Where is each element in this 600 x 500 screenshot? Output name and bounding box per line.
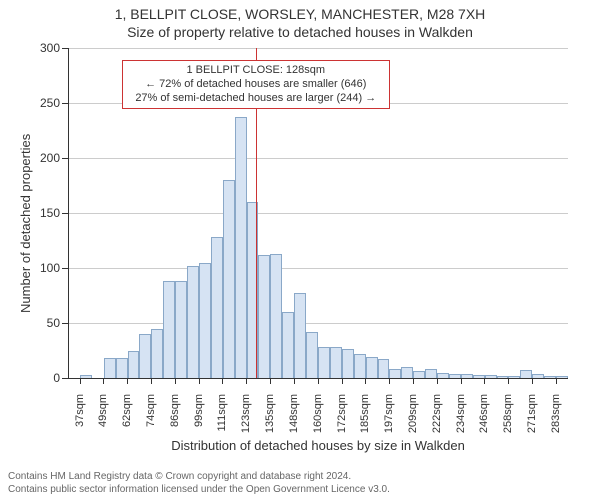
y-tick-label: 0 bbox=[53, 371, 60, 385]
x-tick-label: 86sqm bbox=[169, 394, 181, 444]
x-tick-mark bbox=[532, 378, 533, 384]
histogram-bar bbox=[104, 358, 116, 378]
histogram-bar bbox=[520, 370, 532, 378]
histogram-bar bbox=[413, 371, 425, 378]
histogram-bar bbox=[223, 180, 235, 378]
histogram-bar bbox=[116, 358, 128, 378]
x-tick-mark bbox=[246, 378, 247, 384]
histogram-bar bbox=[282, 312, 294, 378]
y-tick-label: 300 bbox=[40, 41, 60, 55]
gridline bbox=[68, 48, 568, 49]
x-tick-label: 258sqm bbox=[502, 394, 514, 444]
chart-title-line2: Size of property relative to detached ho… bbox=[0, 24, 600, 40]
plot-area: 05010015020025030037sqm49sqm62sqm74sqm86… bbox=[68, 48, 568, 378]
x-tick-label: 283sqm bbox=[550, 394, 562, 444]
x-tick-label: 99sqm bbox=[193, 394, 205, 444]
x-tick-label: 246sqm bbox=[478, 394, 490, 444]
histogram-bar bbox=[378, 359, 390, 378]
chart-container: 1, BELLPIT CLOSE, WORSLEY, MANCHESTER, M… bbox=[0, 0, 600, 500]
histogram-bar bbox=[128, 351, 140, 379]
x-tick-mark bbox=[103, 378, 104, 384]
histogram-bar bbox=[211, 237, 223, 378]
x-tick-label: 234sqm bbox=[455, 394, 467, 444]
x-tick-mark bbox=[175, 378, 176, 384]
histogram-bar bbox=[306, 332, 318, 378]
histogram-bar bbox=[318, 347, 330, 378]
gridline bbox=[68, 323, 568, 324]
histogram-bar bbox=[163, 281, 175, 378]
x-tick-label: 37sqm bbox=[74, 394, 86, 444]
x-tick-mark bbox=[437, 378, 438, 384]
gridline bbox=[68, 268, 568, 269]
histogram-bar bbox=[270, 254, 282, 378]
x-tick-label: 123sqm bbox=[240, 394, 252, 444]
x-tick-label: 135sqm bbox=[264, 394, 276, 444]
gridline bbox=[68, 213, 568, 214]
x-tick-label: 111sqm bbox=[216, 394, 228, 444]
x-tick-mark bbox=[80, 378, 81, 384]
x-tick-mark bbox=[127, 378, 128, 384]
histogram-bar bbox=[294, 293, 306, 378]
x-tick-label: 62sqm bbox=[121, 394, 133, 444]
y-axis-line bbox=[68, 48, 69, 378]
x-tick-label: 160sqm bbox=[312, 394, 324, 444]
x-tick-mark bbox=[365, 378, 366, 384]
x-tick-mark bbox=[294, 378, 295, 384]
histogram-bar bbox=[258, 255, 270, 378]
x-tick-mark bbox=[342, 378, 343, 384]
x-tick-mark bbox=[484, 378, 485, 384]
histogram-bar bbox=[175, 281, 187, 378]
x-tick-label: 197sqm bbox=[383, 394, 395, 444]
x-tick-mark bbox=[389, 378, 390, 384]
annotation-line: ← 72% of detached houses are smaller (64… bbox=[129, 78, 383, 92]
y-tick-label: 200 bbox=[40, 151, 60, 165]
attribution-line1: Contains HM Land Registry data © Crown c… bbox=[8, 471, 592, 484]
x-tick-mark bbox=[318, 378, 319, 384]
y-tick-label: 50 bbox=[47, 316, 60, 330]
histogram-bar bbox=[199, 263, 211, 379]
x-axis-label: Distribution of detached houses by size … bbox=[68, 438, 568, 453]
histogram-bar bbox=[342, 349, 354, 378]
x-tick-mark bbox=[199, 378, 200, 384]
histogram-bar bbox=[389, 369, 401, 378]
histogram-bar bbox=[366, 357, 378, 378]
histogram-bar bbox=[151, 329, 163, 379]
x-tick-label: 222sqm bbox=[431, 394, 443, 444]
x-tick-label: 74sqm bbox=[145, 394, 157, 444]
annotation-line: 1 BELLPIT CLOSE: 128sqm bbox=[129, 64, 383, 78]
annotation-box: 1 BELLPIT CLOSE: 128sqm← 72% of detached… bbox=[122, 60, 390, 109]
x-tick-label: 185sqm bbox=[359, 394, 371, 444]
chart-title-line1: 1, BELLPIT CLOSE, WORSLEY, MANCHESTER, M… bbox=[0, 6, 600, 22]
attribution-line2: Contains public sector information licen… bbox=[8, 484, 592, 497]
x-tick-label: 209sqm bbox=[407, 394, 419, 444]
y-tick-label: 150 bbox=[40, 206, 60, 220]
y-tick-label: 100 bbox=[40, 261, 60, 275]
x-tick-mark bbox=[413, 378, 414, 384]
histogram-bar bbox=[425, 369, 437, 378]
x-tick-mark bbox=[270, 378, 271, 384]
histogram-bar bbox=[235, 117, 247, 378]
x-tick-mark bbox=[222, 378, 223, 384]
attribution-text: Contains HM Land Registry data © Crown c… bbox=[8, 471, 592, 496]
histogram-bar bbox=[139, 334, 151, 378]
x-tick-mark bbox=[556, 378, 557, 384]
x-tick-label: 148sqm bbox=[288, 394, 300, 444]
histogram-bar bbox=[330, 347, 342, 378]
x-tick-mark bbox=[461, 378, 462, 384]
x-tick-label: 172sqm bbox=[336, 394, 348, 444]
x-tick-mark bbox=[151, 378, 152, 384]
gridline bbox=[68, 158, 568, 159]
y-tick-label: 250 bbox=[40, 96, 60, 110]
x-tick-label: 49sqm bbox=[97, 394, 109, 444]
y-axis-label: Number of detached properties bbox=[18, 134, 33, 313]
histogram-bar bbox=[401, 367, 413, 378]
annotation-line: 27% of semi-detached houses are larger (… bbox=[129, 92, 383, 106]
x-tick-mark bbox=[508, 378, 509, 384]
histogram-bar bbox=[354, 354, 366, 378]
histogram-bar bbox=[187, 266, 199, 378]
x-tick-label: 271sqm bbox=[526, 394, 538, 444]
